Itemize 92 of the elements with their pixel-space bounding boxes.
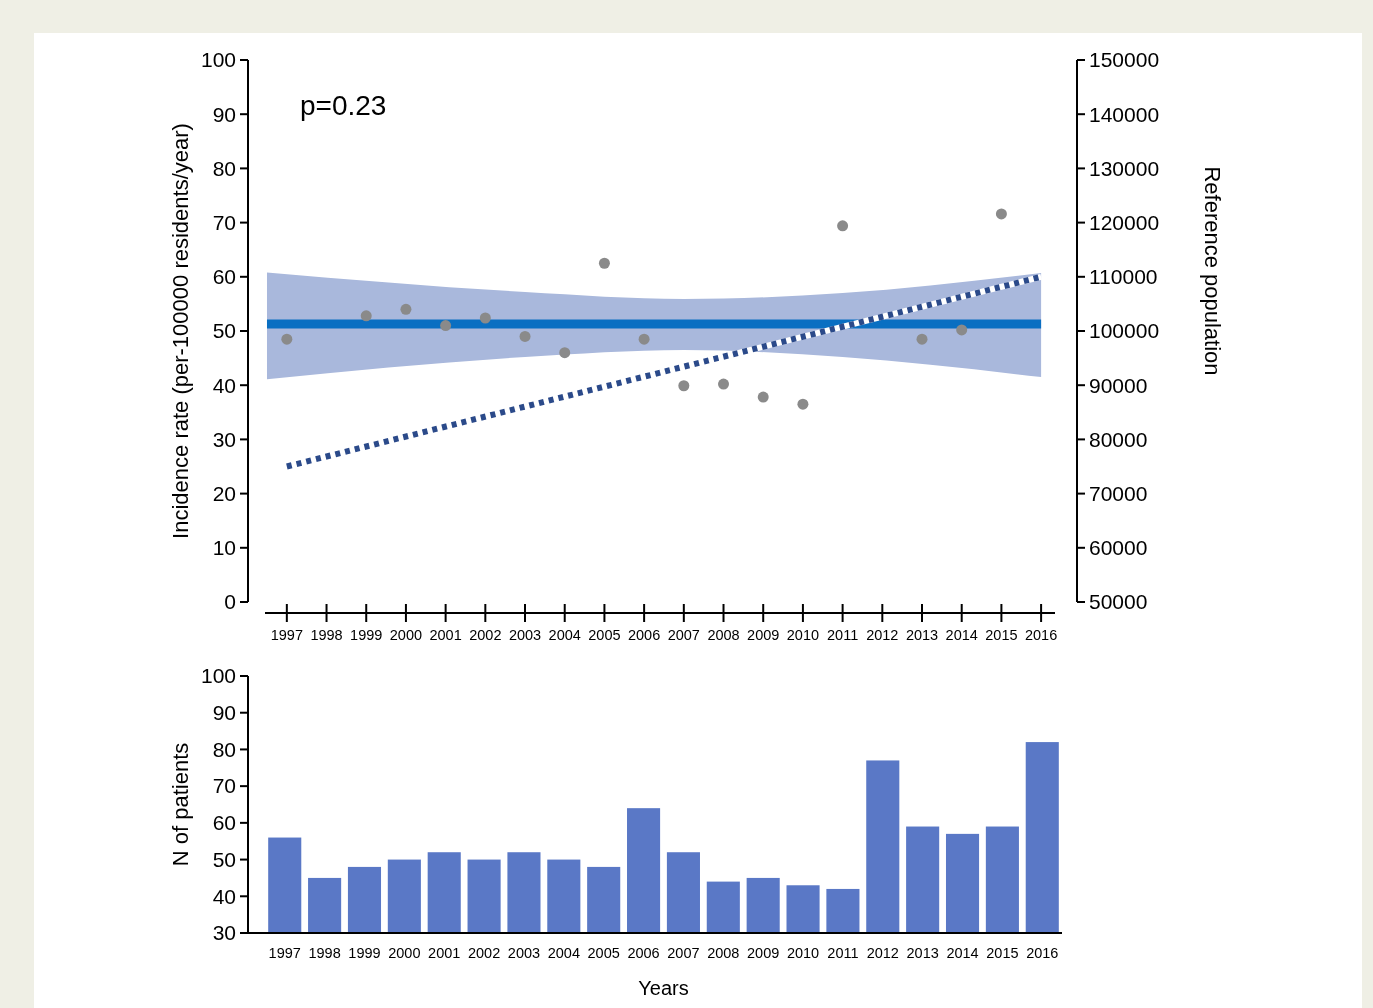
x-tick-label: 2004	[548, 627, 581, 643]
point	[559, 347, 571, 359]
point	[638, 333, 650, 345]
y-tick-label: 40	[212, 884, 236, 908]
x-tick-label: 2004	[547, 945, 580, 961]
point	[916, 333, 928, 345]
y-tick-label: 40	[212, 373, 236, 397]
y-tick-label: 70	[212, 774, 236, 798]
x-tick-label: 2012	[866, 627, 899, 643]
y-tick-label: 30	[212, 427, 236, 451]
y-tick-label: 50	[212, 847, 236, 871]
y2-axis-title: Reference population	[1200, 166, 1225, 376]
y-axis-title: Incidence rate (per-100000 residents/year)	[168, 123, 193, 539]
x-tick-label: 2015	[986, 945, 1019, 961]
x-tick-label: 2016	[1024, 627, 1058, 643]
y2-tick-label: 80000	[1089, 427, 1148, 451]
x-tick-label: 2011	[827, 945, 859, 961]
x-tick-label: 2015	[985, 627, 1018, 643]
x-tick-label: 2005	[588, 627, 621, 643]
y2-tick-label: 90000	[1089, 373, 1148, 397]
point	[678, 380, 690, 392]
point	[519, 330, 531, 342]
y-tick-label: 10	[212, 536, 236, 560]
x-tick-label: 1997	[268, 945, 301, 961]
point	[718, 378, 730, 390]
x-tick-label: 2014	[946, 945, 979, 961]
y2-tick-label: 50000	[1089, 590, 1148, 614]
point	[360, 310, 372, 322]
x-axis-title: Years	[638, 977, 689, 999]
y-tick-label: 100	[200, 664, 236, 688]
x-tick-label: 2001	[428, 945, 461, 961]
x-tick-label: 2000	[388, 945, 421, 961]
x-tick-label: 2009	[747, 627, 780, 643]
x-tick-label: 2008	[707, 945, 740, 961]
x-tick-label: 2000	[389, 627, 423, 643]
x-tick-label: 2007	[667, 627, 700, 643]
x-tick-label: 2002	[467, 945, 501, 961]
x-tick-label: 2001	[429, 627, 462, 643]
point	[598, 257, 610, 269]
point	[995, 208, 1007, 220]
y-tick-label: 70	[212, 210, 236, 234]
x-tick-label: 1998	[310, 627, 343, 643]
x-tick-label: 2003	[507, 945, 541, 961]
x-tick-label: 2005	[587, 945, 620, 961]
x-tick-label: 2006	[627, 945, 660, 961]
x-tick-label: 2011	[827, 627, 859, 643]
y2-tick-label: 150000	[1089, 48, 1160, 72]
x-tick-label: 1999	[350, 627, 383, 643]
x-tick-label: 2016	[1026, 945, 1059, 961]
y2-tick-label: 100000	[1089, 319, 1160, 343]
x-tick-label: 2003	[508, 627, 542, 643]
point	[479, 312, 491, 324]
y-tick-label: 0	[224, 590, 236, 614]
x-tick-label: 2008	[707, 627, 740, 643]
x-tick-label: 2002	[469, 627, 502, 643]
x-tick-label: 2010	[786, 627, 820, 643]
y-tick-label: 90	[212, 701, 236, 725]
y-tick-label: 20	[212, 481, 236, 505]
y2-tick-label: 140000	[1089, 102, 1160, 126]
y-tick-label: 50	[212, 319, 236, 343]
point	[281, 333, 293, 345]
point	[400, 303, 412, 315]
x-tick-label: 1999	[348, 945, 381, 961]
y-tick-label: 100	[200, 48, 236, 72]
x-tick-label: 2010	[786, 945, 820, 961]
point	[440, 320, 452, 332]
y2-tick-label: 110000	[1089, 265, 1158, 289]
y-tick-label: 80	[212, 156, 236, 180]
x-tick-label: 2009	[747, 945, 780, 961]
y2-tick-label: 60000	[1089, 536, 1148, 560]
y2-tick-label: 120000	[1089, 210, 1160, 234]
x-tick-label: 1997	[270, 627, 303, 643]
point	[956, 324, 968, 336]
x-tick-label: 2013	[905, 627, 939, 643]
y2-tick-label: 70000	[1089, 481, 1148, 505]
x-tick-label: 2013	[906, 945, 939, 961]
point	[837, 220, 849, 232]
y-tick-label: 60	[212, 265, 236, 289]
x-tick-label: 2012	[866, 945, 899, 961]
y-tick-label: 80	[212, 737, 236, 761]
x-tick-label: 1998	[308, 945, 341, 961]
annotation: p=0.23	[300, 90, 387, 121]
y-axis-title: N of patients	[168, 742, 193, 867]
point	[797, 398, 809, 410]
x-tick-label: 2014	[945, 627, 978, 643]
x-tick-label: 2007	[667, 945, 700, 961]
y2-tick-label: 130000	[1089, 156, 1160, 180]
x-tick-label: 2006	[627, 627, 661, 643]
point	[757, 391, 769, 403]
y-tick-label: 30	[212, 921, 236, 945]
y-tick-label: 90	[212, 102, 236, 126]
y-tick-label: 60	[212, 811, 236, 835]
